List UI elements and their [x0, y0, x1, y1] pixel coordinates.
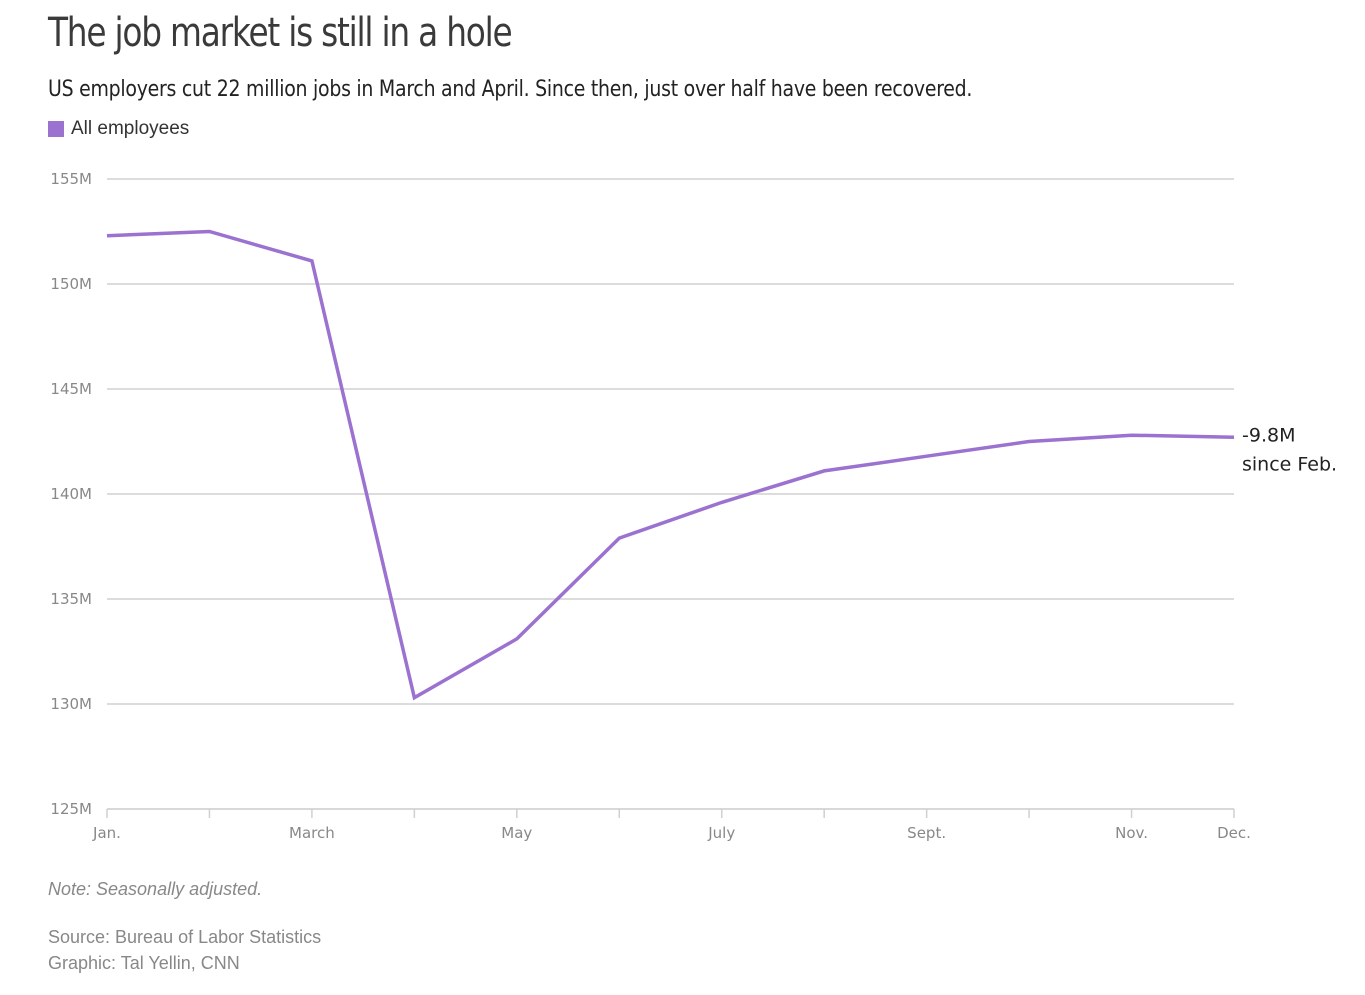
gridlines [107, 178, 1234, 705]
y-tick-label: 135M [50, 590, 92, 608]
legend-label: All employees [71, 118, 190, 139]
source-credit: Source: Bureau of Labor Statistics Graph… [48, 924, 321, 976]
credit-text: Graphic: Tal Yellin, CNN [48, 953, 240, 973]
legend-swatch [48, 121, 64, 137]
y-tick-label: 155M [50, 170, 92, 188]
line-chart: 155M 150M 145M 140M 135M 130M 125M Jan. March Ma… [50, 170, 1337, 842]
y-tick-label: 145M [50, 380, 92, 398]
annotation-value: -9.8M [1242, 424, 1295, 446]
x-tick-label: July [707, 824, 735, 842]
annotation-label: since Feb. [1242, 453, 1337, 475]
x-axis: Jan. March May July Sept. Nov. Dec. [92, 808, 1251, 842]
x-tick-label: Sept. [907, 824, 946, 842]
chart-subtitle: US employers cut 22 million jobs in Marc… [48, 77, 973, 102]
source-text: Source: Bureau of Labor Statistics [48, 927, 322, 947]
footnote: Note: Seasonally adjusted. [48, 879, 263, 899]
x-tick-label: May [501, 824, 532, 842]
x-tick-label: Dec. [1217, 824, 1251, 842]
x-tick-label: March [289, 824, 335, 842]
chart-title: The job market is still in a hole [48, 10, 513, 56]
end-annotation: -9.8M since Feb. [1242, 424, 1337, 475]
y-tick-label: 140M [50, 485, 92, 503]
legend: All employees [48, 118, 189, 140]
x-tick-label: Jan. [92, 824, 121, 842]
y-tick-label: 150M [50, 275, 92, 293]
series-all-employees [106, 229, 1235, 701]
y-tick-label: 130M [50, 695, 92, 713]
series-line [106, 229, 1235, 701]
x-tick-label: Nov. [1115, 824, 1148, 842]
y-axis: 155M 150M 145M 140M 135M 130M 125M [50, 170, 92, 818]
y-tick-label: 125M [50, 800, 92, 818]
